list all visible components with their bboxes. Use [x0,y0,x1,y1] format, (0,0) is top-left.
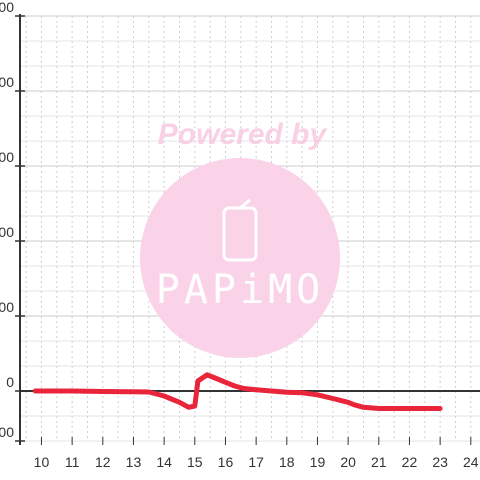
grid [20,15,480,442]
watermark-logo-text: PAPiMO [156,267,325,313]
x-tick-label: 22 [402,454,418,470]
x-tick-label: 10 [34,454,50,470]
y-tick-label: 150,000 [0,0,14,15]
tick-labels: -20,000 0 30,000 60,000 90,000 120,000 150,000… [0,0,479,470]
x-tick-label: 15 [187,454,203,470]
x-tick-label: 20 [340,454,356,470]
x-tick-label: 21 [371,454,387,470]
series [32,372,443,411]
x-tick-label: 13 [126,454,142,470]
phone-icon [222,198,258,262]
y-tick-label: 0 [6,374,14,390]
watermark: Powered by PAPiMO [140,118,340,358]
watermark-text: Powered by [158,118,328,151]
y-tick-label: 30,000 [0,299,14,315]
y-tick-label: -20,000 [0,424,14,440]
y-tick-label: 90,000 [0,149,14,165]
x-tick-label: 12 [95,454,111,470]
y-tick-label: 60,000 [0,224,14,240]
x-tick-label: 23 [432,454,448,470]
watermark-circle [140,158,340,358]
x-tick-label: 19 [310,454,326,470]
x-tick-label: 18 [279,454,295,470]
series-line [32,372,443,411]
x-tick-label: 16 [218,454,234,470]
x-tick-label: 11 [65,454,80,470]
x-tick-label: 17 [248,454,264,470]
x-tick-label: 14 [156,454,172,470]
x-tick-label: 24 [463,454,479,470]
y-tick-label: 120,000 [0,74,14,90]
